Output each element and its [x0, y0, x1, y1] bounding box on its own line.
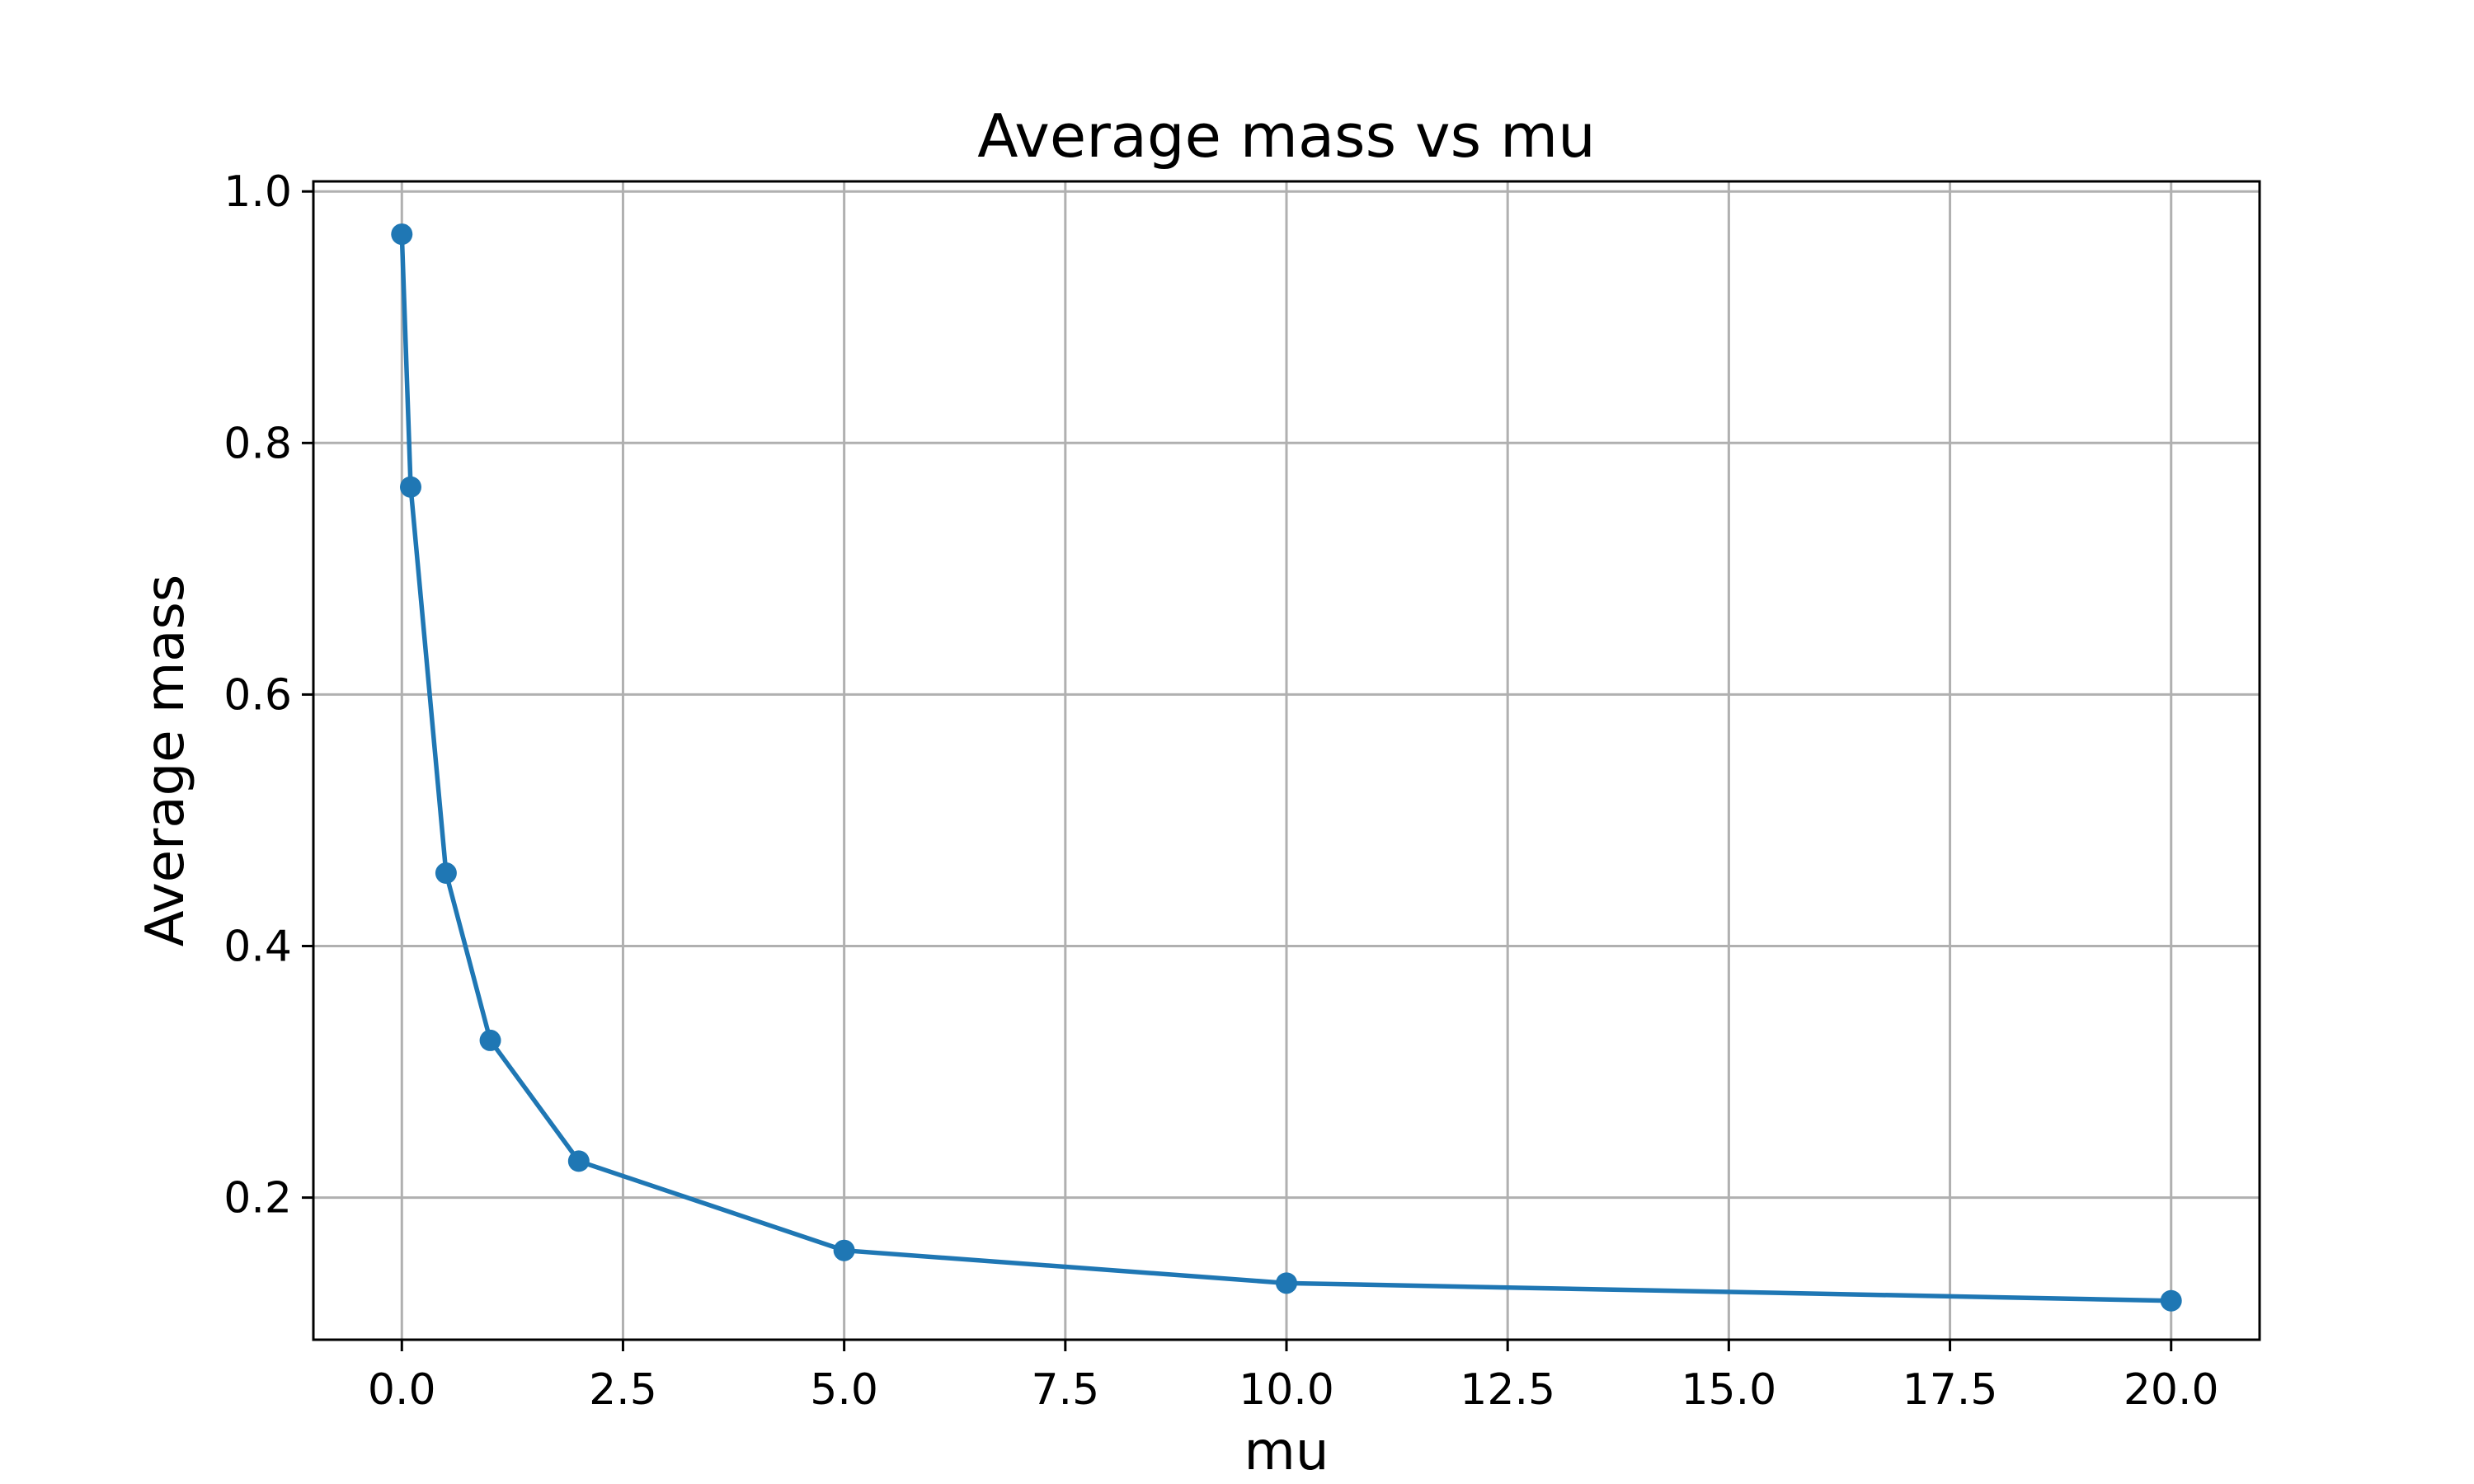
x-tick-label: 20.0 [2124, 1365, 2219, 1415]
data-point [391, 223, 413, 246]
y-tick-label: 0.8 [223, 419, 292, 468]
x-tick-label: 7.5 [1031, 1365, 1099, 1415]
y-tick-label: 1.0 [223, 167, 292, 217]
data-point [479, 1029, 501, 1051]
series-layer [391, 223, 2182, 1312]
x-tick-label: 5.0 [810, 1365, 878, 1415]
series-line [399, 232, 2174, 1303]
grid [313, 181, 2260, 1340]
y-tick-label: 0.4 [223, 923, 292, 972]
y-axis-label: Average mass [135, 575, 196, 946]
ticks: 0.0 2.5 5.0 7.5 10.0 12.5 15.0 17.5 20.0 0.2 0.4 0.… [223, 167, 2218, 1415]
data-point [2160, 1289, 2182, 1312]
x-tick-label: 10.0 [1239, 1365, 1334, 1415]
x-tick-label: 0.0 [368, 1365, 436, 1415]
data-point [435, 862, 457, 885]
data-point [1276, 1272, 1297, 1294]
y-tick-label: 0.6 [223, 670, 292, 720]
data-point [833, 1239, 855, 1261]
x-axis-label: mu [1244, 1421, 1329, 1482]
data-point [400, 476, 421, 498]
x-tick-label: 15.0 [1681, 1365, 1776, 1415]
x-tick-label: 17.5 [1903, 1365, 1998, 1415]
data-point [567, 1150, 590, 1172]
x-tick-label: 2.5 [589, 1365, 657, 1415]
x-tick-label: 12.5 [1460, 1365, 1555, 1415]
y-tick-label: 0.2 [223, 1174, 292, 1223]
chart-title: Average mass vs mu [977, 101, 1596, 171]
